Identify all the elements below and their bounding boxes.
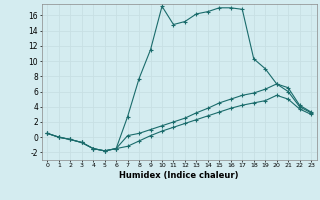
X-axis label: Humidex (Indice chaleur): Humidex (Indice chaleur) bbox=[119, 171, 239, 180]
